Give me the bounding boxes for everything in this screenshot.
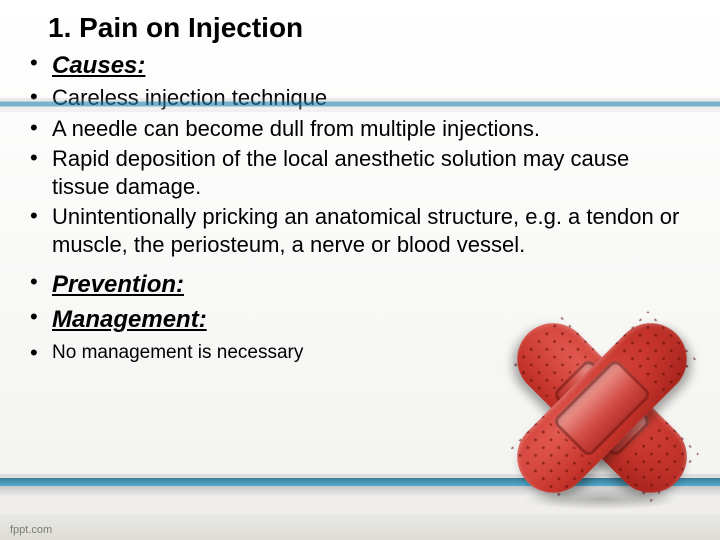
slide-title: 1. Pain on Injection xyxy=(0,0,720,50)
management-heading: Management: xyxy=(52,306,207,333)
content-area: Causes: Careless injection technique A n… xyxy=(0,50,720,366)
cause-item: Unintentionally pricking an anatomical s… xyxy=(52,204,679,257)
prevention-heading: Prevention: xyxy=(52,271,184,298)
decorative-band-bottom xyxy=(0,474,720,496)
footer-attribution: fppt.com xyxy=(10,524,52,536)
cause-item: Careless injection technique xyxy=(52,85,327,110)
management-item: No management is necessary xyxy=(52,342,303,363)
cause-item: A needle can become dull from multiple i… xyxy=(52,116,540,141)
slide: 1. Pain on Injection Causes: Careless in… xyxy=(0,0,720,540)
causes-heading: Causes: xyxy=(52,52,145,79)
cause-item: Rapid deposition of the local anesthetic… xyxy=(52,146,629,199)
footer-bar xyxy=(0,514,720,540)
bullet-list: Causes: Careless injection technique A n… xyxy=(24,50,690,366)
